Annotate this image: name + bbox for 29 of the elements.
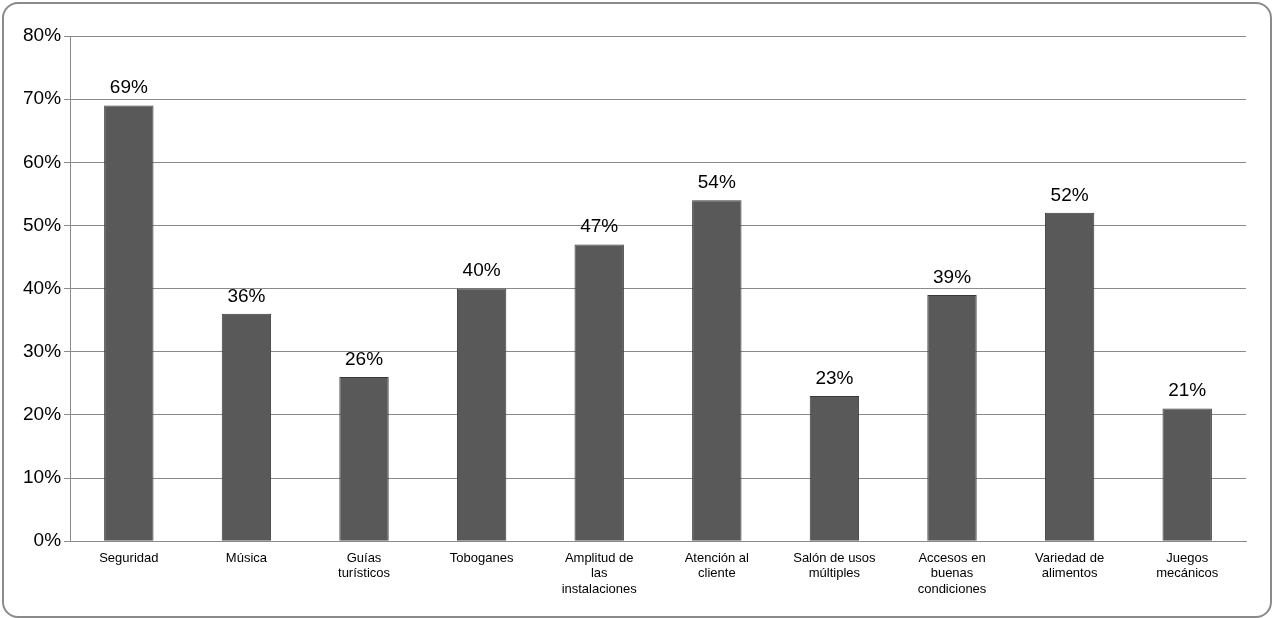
y-tick-label: 50% <box>23 213 62 235</box>
data-label: 23% <box>815 366 854 388</box>
data-label: 47% <box>580 215 619 237</box>
y-tick-label: 30% <box>23 339 62 361</box>
data-label: 52% <box>1050 183 1089 205</box>
x-tick-label: Variedad de alimentos <box>1035 549 1105 581</box>
x-tick-label: Amplitud de las instalaciones <box>561 549 638 596</box>
data-label: 21% <box>1168 379 1207 401</box>
x-tick-label: Salón de usos múltiples <box>793 549 877 581</box>
y-tick-label: 20% <box>23 403 62 425</box>
data-label: 40% <box>462 259 501 281</box>
y-tick-label: 10% <box>23 466 62 488</box>
data-label: 36% <box>227 284 266 306</box>
x-tick-label: Música <box>225 549 268 565</box>
x-tick-label: Accesos en buenas condiciones <box>917 549 987 596</box>
y-tick-label: 0% <box>33 529 62 551</box>
x-tick-label: Guías turísticos <box>338 549 391 581</box>
data-label: 54% <box>697 170 736 192</box>
y-tick-label: 70% <box>23 87 62 109</box>
y-tick-label: 40% <box>23 276 62 298</box>
y-tick-label: 80% <box>23 24 62 46</box>
x-tick-label: Atención al cliente <box>684 549 750 581</box>
y-tick-label: 60% <box>23 150 62 172</box>
data-label: 69% <box>109 76 148 98</box>
x-tick-label: Juegos mecánicos <box>1156 549 1219 581</box>
data-label: 39% <box>932 265 972 287</box>
x-tick-label: Toboganes <box>449 549 514 565</box>
x-tick-label: Seguridad <box>99 549 159 565</box>
data-label: 26% <box>345 347 384 369</box>
